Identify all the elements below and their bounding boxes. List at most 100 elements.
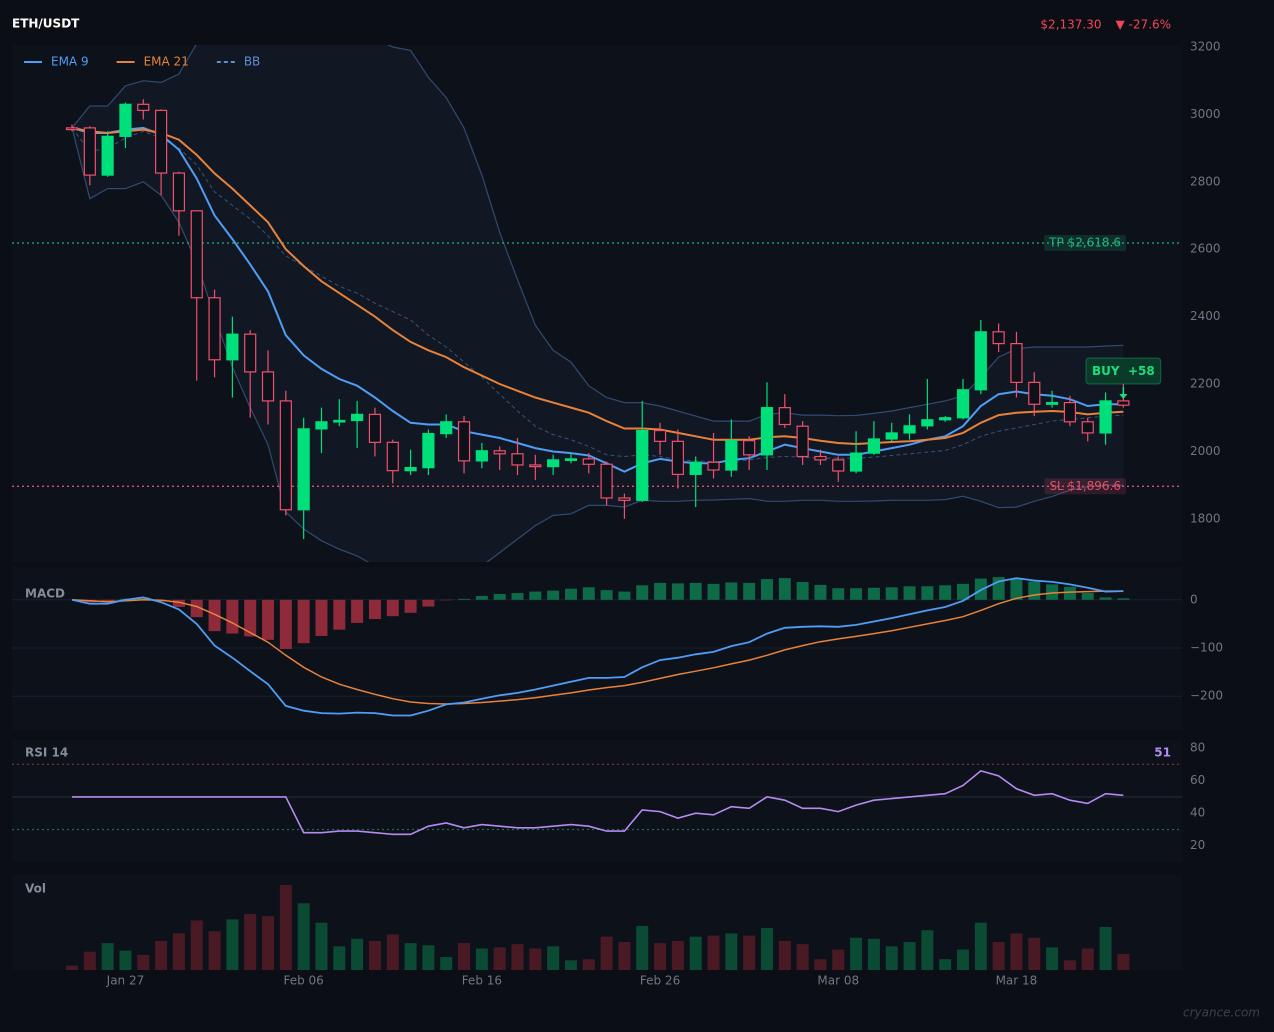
volume-bar: [101, 943, 114, 970]
candle-body: [992, 331, 1005, 345]
volume-bar: [939, 959, 952, 970]
y-tick-label: 2200: [1190, 377, 1221, 391]
volume-bar: [743, 935, 756, 970]
legend-label: BB: [244, 55, 260, 69]
band-middle: [71, 127, 1124, 463]
histogram-bar: [671, 583, 684, 600]
candle-body: [190, 210, 203, 299]
volume-bar: [368, 940, 381, 970]
volume-bar: [1046, 947, 1059, 970]
candle-body: [155, 109, 168, 174]
histogram-bar: [796, 581, 809, 600]
volume-bar: [1117, 953, 1130, 970]
volume-bar: [707, 935, 720, 970]
y-tick-label: 2600: [1190, 242, 1221, 256]
histogram-bar: [279, 599, 292, 649]
volume-bar: [386, 934, 399, 970]
histogram-bar: [778, 578, 791, 600]
histogram-bar: [636, 585, 649, 600]
signal-arrow-head: [1119, 394, 1128, 399]
volume-bar: [529, 948, 542, 970]
rsi-title: RSI 14: [25, 746, 68, 760]
level-label-box: [1044, 234, 1126, 251]
candle-body: [1117, 400, 1130, 406]
y-tick-label: 2800: [1190, 174, 1221, 188]
candle-body: [386, 441, 399, 472]
volume-bar: [671, 940, 684, 970]
rsi-value-label: 51: [1154, 746, 1171, 760]
price-label: $2,137.30: [1040, 18, 1101, 32]
histogram-bar: [208, 599, 221, 632]
volume-bar: [440, 957, 453, 970]
x-tick-label: Jan 27: [106, 974, 145, 988]
volume-bar: [137, 954, 150, 970]
histogram-bar: [850, 588, 863, 600]
overlay: TP $2,618.6 SL $1,896.6 EMA 9 EMA 21 BB BUY +…: [24, 40, 1223, 988]
candle-body: [1099, 400, 1112, 434]
histogram-bar: [1046, 584, 1059, 600]
histogram-bar: [529, 591, 542, 600]
histogram-bar: [921, 586, 934, 600]
rsi-plot: [12, 763, 1182, 836]
histogram-bar: [1028, 581, 1041, 600]
volume-bar: [778, 940, 791, 970]
candle-body: [244, 333, 257, 373]
candle-body: [119, 103, 132, 137]
volume-bar: [867, 938, 880, 970]
rsi-panel: [12, 740, 1182, 862]
band-lower: [71, 127, 1124, 562]
candle-body: [1081, 421, 1094, 434]
histogram-bar: [743, 582, 756, 600]
volume-title: Vol: [25, 882, 46, 896]
volume-plot: [66, 885, 1130, 970]
candle-body: [226, 333, 239, 361]
band-area: [72, 45, 1124, 562]
histogram-bar: [957, 583, 969, 600]
y-tick-label: 2400: [1190, 309, 1221, 323]
volume-bar: [974, 922, 987, 970]
candle-body: [137, 103, 150, 111]
candle-body: [1010, 343, 1023, 383]
volume-bar: [458, 943, 471, 970]
histogram-bar: [939, 585, 952, 600]
volume-bar: [155, 940, 168, 970]
volume-bar: [208, 931, 221, 970]
x-tick-label: Mar 18: [996, 974, 1038, 988]
histogram-bar: [262, 599, 275, 640]
candle-body: [689, 461, 702, 475]
histogram-bar: [1010, 578, 1023, 600]
histogram-bar: [760, 579, 773, 600]
price-panel: [12, 45, 1182, 562]
candle-body: [297, 428, 310, 511]
y-tick-label: −200: [1190, 689, 1223, 703]
candle-body: [814, 455, 827, 461]
signal-label: BUY +58: [1092, 364, 1155, 378]
candle-body: [475, 450, 488, 462]
volume-bar: [475, 948, 488, 970]
histogram-bar: [564, 588, 577, 600]
candle-body: [974, 331, 987, 391]
volume-bar: [1099, 926, 1112, 970]
volume-bar: [796, 944, 809, 970]
histogram-bar: [547, 590, 560, 600]
level-label: SL $1,896.6: [1049, 479, 1121, 493]
histogram-bar: [689, 582, 702, 600]
candle-body: [921, 419, 934, 427]
histogram-bar: [493, 594, 506, 600]
x-tick-label: Feb 06: [283, 974, 323, 988]
histogram-bar: [511, 593, 524, 600]
candle-body: [404, 467, 417, 472]
candle-body: [743, 440, 756, 456]
candle-body: [208, 297, 221, 361]
volume-bar: [547, 946, 560, 970]
histogram-bar: [814, 584, 827, 600]
change-label: ▼ -27.6%: [1116, 18, 1172, 32]
volume-bar: [832, 949, 845, 970]
candle-body: [778, 407, 791, 426]
level-label: TP $2,618.6: [1048, 235, 1121, 249]
volume-bar: [992, 942, 1005, 970]
candle-body: [653, 429, 667, 442]
signal-line: [71, 590, 1124, 705]
candle-body: [261, 371, 275, 402]
